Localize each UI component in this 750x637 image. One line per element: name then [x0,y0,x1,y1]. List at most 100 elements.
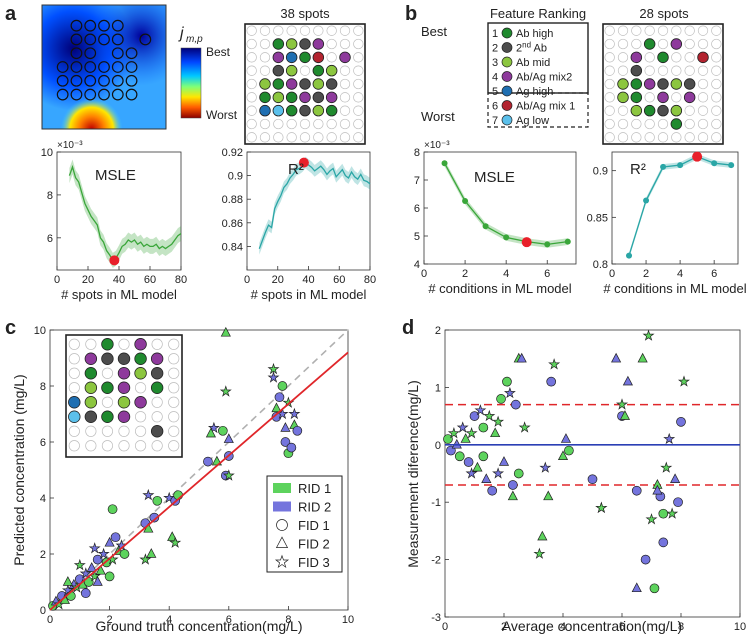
spot-empty [85,338,97,350]
y-tick-label: 0.9 [593,166,608,178]
x-tick-label: 2 [462,268,468,280]
spot-empty [604,38,615,50]
spot-empty [684,132,695,143]
axis-exponent: ×10⁻³ [57,140,83,151]
legend-label: FID 2 [298,537,330,552]
spot-empty [151,396,163,408]
spot-empty [246,65,257,76]
ranking-number: 2 [492,43,498,55]
spot-empty [326,118,337,130]
marker-circle [277,381,288,391]
spot-empty [711,132,722,143]
spot-empty [246,132,257,143]
y-tick-label: 7 [414,175,420,187]
x-tick-label: 0 [609,268,615,280]
marker-circle [487,485,498,496]
marker-circle [478,422,489,433]
marker-circle [80,588,91,599]
x-tick-label: 2 [107,614,113,626]
identity-line [49,329,349,611]
spot-ab_high [299,51,311,64]
spot-ab_mid [117,396,131,409]
spot-empty [604,92,615,103]
spot-empty [604,52,615,63]
x-tick-label: 0 [54,274,60,286]
feature-ranking-title: Feature Ranking [490,6,586,21]
marker-triangle [275,536,289,548]
spot-empty [644,25,655,36]
data-point [441,160,448,167]
spot-empty [711,38,722,50]
ranking-bottom-box [487,92,589,128]
spot-empty [671,92,682,103]
best-point [109,255,120,266]
heatmap-spot [84,61,97,73]
spot-ab_ag_mix2 [657,91,669,104]
spot-empty [299,118,311,130]
plot-frame [444,329,741,618]
ranking-number: 1 [492,28,498,40]
spot-ab_ag_mix2 [643,78,656,90]
spot-ab_ag_mix1 [697,51,709,64]
x-tick-label: 80 [175,274,187,286]
spot-ab_high [101,410,114,423]
marker-star [465,467,478,479]
spot-empty [353,132,364,143]
heatmap-spot [84,88,97,101]
spot-ab_ag_mix2 [670,38,683,50]
spot-empty [118,440,130,452]
spot-empty [657,38,669,50]
spot-empty [353,105,364,116]
x-tick-label: 60 [333,274,345,286]
marker-circle [463,457,474,467]
heatmap-spot [111,74,124,87]
heatmap-spot [98,61,110,73]
spot-empty [168,338,180,350]
ranking-items: 1 Ab high 2 2nd Ab 3 Ab mid 4 Ab/Ag mix2 5 Ag hig… [492,27,575,127]
legend-swatch [273,483,291,493]
y-tick-label: 2 [40,549,46,561]
ranking-color-dot [501,27,513,39]
x-axis-label: # spots in ML model [251,287,367,302]
marker-triangle [86,562,97,572]
x-tick-label: 10 [342,614,354,626]
data-point [643,197,650,204]
spot-ab_mid [617,91,629,104]
spot-ab_high [134,352,147,365]
best-point [692,151,703,162]
y-tick-label: 0.84 [222,241,243,253]
marker-star [219,385,232,397]
marker-triangle [631,582,642,593]
spot-ab_high [272,78,285,90]
spot-empty [246,52,257,63]
marker-circle [673,497,683,508]
colorbar-subscript: m,p [186,34,203,45]
marker-star [548,358,561,370]
spot-empty [313,25,324,36]
heatmap-spot [139,33,152,46]
heatmap-spot [70,74,83,87]
spot-empty [259,52,271,63]
ranking-color-dot [501,114,513,126]
spot-empty [135,382,147,394]
heatmap-spot [125,61,138,73]
spot-empty [711,65,722,76]
y-tick-label: 5 [414,231,420,243]
spot-empty [118,425,130,437]
spot-second_ab [101,352,114,365]
spot-empty [339,92,351,103]
heatmap-spot [111,61,124,73]
heatmap-spot [56,88,69,101]
panel-label-a: a [5,3,17,25]
series-line [68,164,182,262]
y-tick-label: 0 [435,440,441,452]
marker-triangle [622,375,633,386]
data-point [711,160,718,167]
spot-ab_mid [84,381,98,394]
spot-empty [644,92,655,103]
spot-ab_ag_mix2 [325,91,338,104]
x-tick-label: 60 [144,274,156,286]
marker-star [222,469,235,481]
legend-label: FID 3 [298,555,330,570]
marker-circle [496,394,506,404]
